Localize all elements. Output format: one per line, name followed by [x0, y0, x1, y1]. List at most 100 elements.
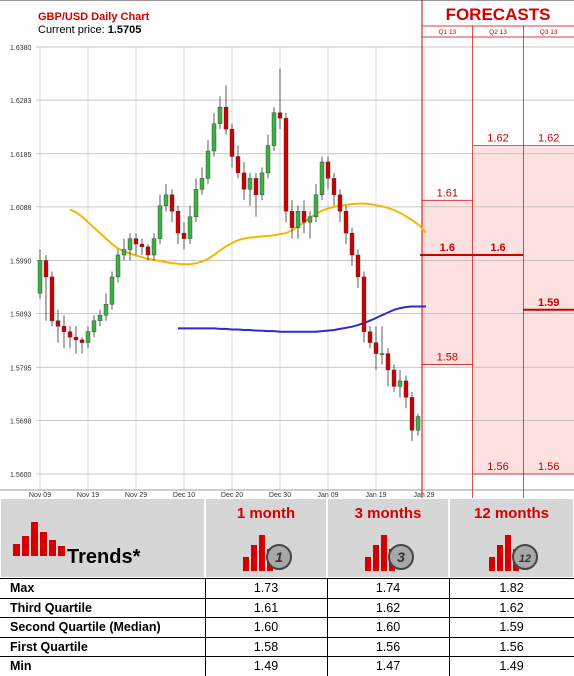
trend-value: 1.47 [375, 659, 401, 674]
candle-body [373, 342, 379, 354]
candle-body [55, 320, 61, 327]
y-tick-label: 1.5600 [10, 472, 32, 479]
y-tick-label: 1.5795 [10, 365, 32, 372]
forecast-median-label: 1.6 [490, 242, 505, 254]
trend-value: 1.49 [499, 659, 524, 674]
candle-body [103, 304, 109, 316]
trend-column-title: 12 months [473, 505, 549, 522]
trend-column-title: 1 month [236, 505, 296, 522]
candle-body [217, 107, 223, 124]
candle-body [277, 112, 283, 119]
candle-body [403, 380, 409, 398]
candle-body [133, 238, 139, 245]
candle-body [211, 123, 217, 152]
y-tick-label: 1.6088 [10, 205, 32, 212]
trend-value: 1.74 [375, 581, 401, 595]
candle-body [337, 194, 343, 212]
column-divider [205, 578, 206, 676]
candle-body [223, 107, 229, 130]
trend-value: 1.58 [253, 639, 279, 654]
trend-value: 1.59 [499, 620, 524, 635]
trend-row: Third Quartile 1.61 1.62 1.62 [0, 597, 574, 618]
candle-body [289, 211, 295, 228]
candle-body [349, 232, 355, 256]
x-tick-label: Jan 29 [413, 492, 434, 498]
column-divider [327, 578, 328, 676]
trend-badge-icon: 1 [243, 535, 292, 571]
x-tick-label: Dec 20 [221, 492, 243, 498]
candle-body [271, 112, 277, 146]
trend-column-header: 12 months 12 [449, 498, 574, 578]
candle-body [235, 156, 241, 174]
y-tick-label: 1.6185 [10, 152, 32, 159]
x-tick-label: Jan 09 [317, 492, 338, 498]
x-tick-label: Nov 19 [77, 492, 99, 498]
forecast-max-label: 1.62 [538, 133, 559, 145]
forecast-column-header: Q2 13 [489, 29, 507, 36]
candle-body [91, 320, 97, 332]
price-chart: 1.6380 1.6283 1.6185 1.6088 1.5990 1.5893 1.57… [0, 0, 574, 499]
svg-text:1: 1 [275, 549, 283, 565]
trend-row: Second Quartile (Median) 1.60 1.60 1.59 [0, 617, 574, 637]
trend-value: 1.73 [253, 581, 279, 595]
candle-body [145, 246, 151, 256]
trend-row-label: Second Quartile (Median) [10, 620, 161, 635]
candle-body [43, 260, 49, 278]
trends-title: Trends* [67, 546, 141, 568]
trends-table: Trends* 1 month 1 3 months 3 12 months 12 Max… [0, 498, 574, 676]
y-tick-label: 1.5698 [10, 418, 32, 425]
trend-value: 1.62 [375, 600, 401, 615]
trend-row-label: First Quartile [10, 639, 88, 654]
trend-row: Max 1.73 1.74 1.82 [0, 578, 574, 598]
candle-body [187, 216, 193, 239]
x-tick-label: Nov 29 [125, 492, 147, 498]
candle-body [253, 178, 259, 196]
trend-value: 1.56 [499, 639, 524, 654]
candle-body [97, 315, 103, 321]
candle-body [241, 172, 247, 190]
svg-text:3: 3 [397, 549, 405, 565]
trend-badge-icon: 3 [365, 535, 414, 571]
candle-body [265, 145, 271, 174]
candle-body [409, 397, 415, 431]
candle-body [67, 331, 73, 338]
trend-value: 1.60 [375, 620, 401, 635]
candle-body [193, 189, 199, 217]
candle-body [151, 238, 157, 256]
candle-body [85, 331, 91, 343]
candle-body [157, 205, 163, 239]
candle-body [295, 211, 301, 228]
candle-body [361, 276, 367, 332]
trend-value: 1.62 [499, 600, 524, 615]
candle-body [139, 243, 145, 248]
trend-row: First Quartile 1.58 1.56 1.56 [0, 636, 574, 657]
forecast-max-label: 1.61 [437, 187, 458, 199]
candle-body [355, 254, 361, 278]
chart-title: GBP/USD Daily Chart [38, 11, 150, 23]
x-tick-label: Nov 09 [29, 492, 51, 498]
candle-body [169, 194, 175, 212]
trend-column-header: 3 months 3 [327, 498, 449, 578]
candle-body [109, 276, 115, 305]
candle-body [229, 128, 235, 157]
candle-body [175, 211, 181, 234]
candle-body [319, 161, 325, 196]
candle-body [61, 325, 67, 332]
trend-column-title: 3 months [354, 505, 422, 522]
bar-chart-icon [13, 522, 65, 556]
candle-body [205, 150, 211, 179]
candle-body [343, 211, 349, 234]
moving-average-line [178, 305, 426, 333]
candle-body [199, 178, 205, 190]
svg-text:12: 12 [518, 553, 530, 565]
candle-body [73, 336, 79, 341]
trend-row: Min 1.49 1.47 1.49 [0, 656, 574, 676]
candle-body [379, 353, 385, 355]
candle-body [391, 369, 397, 387]
candle-body [49, 276, 55, 321]
trend-row-label: Min [10, 659, 32, 674]
y-tick-label: 1.5893 [10, 312, 32, 319]
candle-body [385, 353, 391, 371]
candle-body [415, 416, 421, 431]
